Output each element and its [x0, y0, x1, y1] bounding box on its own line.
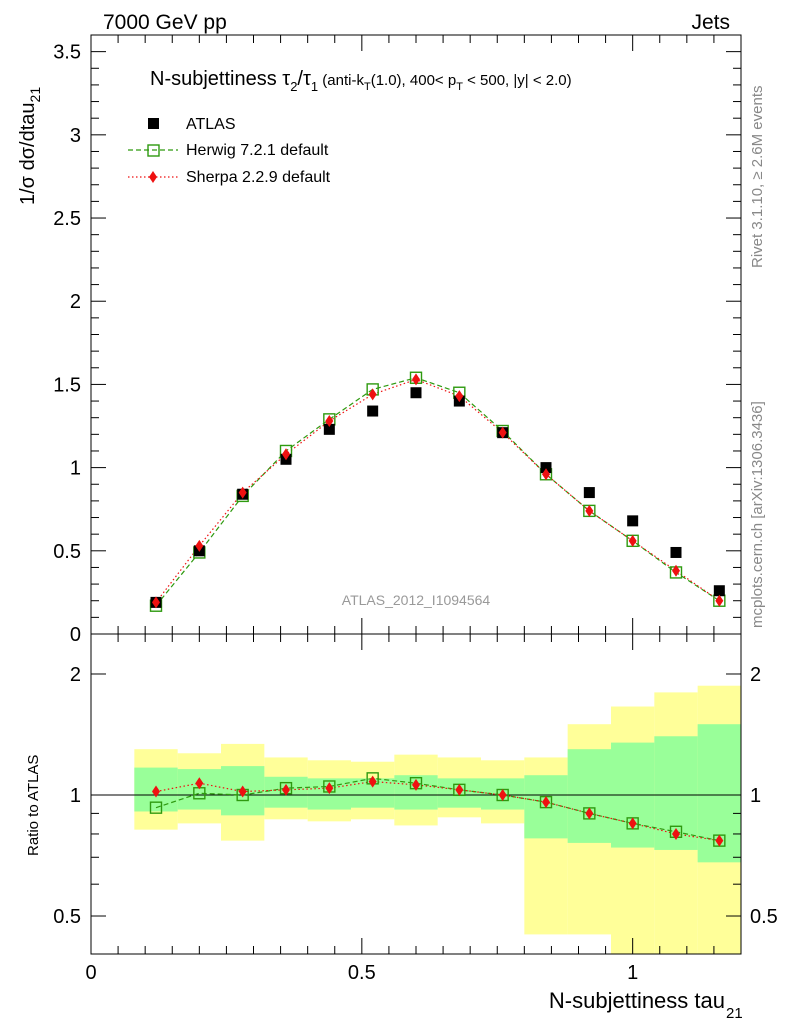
- x-axis-label: N-subjettiness tau: [549, 988, 725, 1013]
- ratio-y-tick-label-right: 1: [750, 785, 761, 807]
- x-tick-label: 1: [627, 962, 638, 984]
- sherpa-ratio-point: [628, 817, 637, 830]
- atlas-point: [670, 546, 682, 558]
- sherpa-ratio-point: [368, 775, 377, 788]
- mcplots-label: mcplots.cern.ch [arXiv:1306.3436]: [749, 401, 766, 628]
- sherpa-ratio-point: [195, 777, 204, 790]
- legend-marker-atlas: [148, 118, 159, 129]
- sherpa-point: [628, 534, 637, 547]
- y-axis-label-main: 1/σ dσ/dtau21: [17, 87, 43, 205]
- sherpa-ratio-point: [325, 782, 334, 795]
- y-tick-label: 0.5: [53, 541, 81, 563]
- y-axis-label-ratio: Ratio to ATLAS: [25, 755, 42, 856]
- x-axis-label-sub: 21: [726, 1005, 743, 1022]
- sherpa-ratio-point: [672, 827, 680, 840]
- sherpa-point: [282, 448, 290, 461]
- sherpa-ratio-point: [412, 778, 420, 791]
- ratio-y-tick-label-right: 0.5: [750, 906, 778, 928]
- y-tick-label: 1.5: [53, 374, 81, 396]
- sherpa-point: [715, 594, 724, 607]
- sherpa-point: [542, 468, 550, 481]
- sherpa-ratio-point: [455, 783, 464, 796]
- band-inner-bin: [177, 769, 221, 810]
- sherpa-point: [195, 539, 204, 552]
- sherpa-point: [455, 390, 464, 403]
- sherpa-point: [672, 564, 680, 577]
- x-tick-label: 0.5: [348, 962, 376, 984]
- header-left: 7000 GeV pp: [103, 11, 227, 34]
- analysis-watermark: ATLAS_2012_I1094564: [342, 592, 491, 608]
- atlas-point: [367, 405, 379, 417]
- atlas-point: [713, 585, 725, 597]
- x-tick-label: 0: [85, 962, 96, 984]
- legend-label-atlas: ATLAS: [186, 116, 236, 133]
- sherpa-ratio-point: [282, 783, 290, 796]
- sherpa-point: [152, 596, 160, 609]
- legend-marker-sherpa: [149, 171, 157, 183]
- plot-title: N-subjettiness τ2/τ1 (anti-kT(1.0), 400<…: [150, 68, 572, 94]
- atlas-point: [540, 462, 552, 474]
- sherpa-ratio-point: [498, 789, 507, 801]
- sherpa-ratio-point: [238, 785, 247, 798]
- ratio-y-tick-label-right: 2: [750, 664, 761, 686]
- y-tick-label: 2.5: [53, 208, 81, 230]
- atlas-point: [323, 423, 335, 435]
- sherpa-line: [155, 378, 720, 603]
- legend: ATLAS Herwig 7.2.1 default Sherpa 2.2.9 …: [128, 116, 331, 186]
- sherpa-ratio-point: [585, 807, 594, 820]
- atlas-point: [583, 487, 595, 499]
- y-tick-label: 0: [70, 624, 81, 646]
- rivet-label: Rivet 3.1.10, ≥ 2.6M events: [749, 86, 766, 269]
- sherpa-ratio-point: [542, 796, 550, 809]
- sherpa-ratio-point: [152, 785, 160, 798]
- sherpa-point: [325, 415, 334, 428]
- y-tick-label: 1: [70, 458, 81, 480]
- sherpa-point: [368, 388, 377, 401]
- atlas-point: [627, 515, 639, 527]
- sherpa-point: [585, 504, 594, 517]
- herwig-ratio-line: [155, 777, 720, 842]
- legend-label-sherpa: Sherpa 2.2.9 default: [186, 169, 331, 186]
- sherpa-point: [238, 486, 247, 499]
- sherpa-ratio-line: [155, 780, 720, 842]
- ratio-y-tick-label: 1: [70, 785, 81, 807]
- herwig-ratio-point: [149, 801, 163, 814]
- band-inner-bin: [567, 749, 611, 843]
- ratio-y-tick-label: 0.5: [53, 906, 81, 928]
- header-right: Jets: [691, 11, 730, 34]
- sherpa-point: [412, 373, 420, 386]
- y-tick-label: 2: [70, 291, 81, 313]
- ratio-y-tick-label: 2: [70, 664, 81, 686]
- atlas-point: [410, 387, 422, 399]
- y-tick-label: 3: [70, 125, 81, 147]
- sherpa-ratio-point: [715, 834, 724, 847]
- legend-label-herwig: Herwig 7.2.1 default: [186, 142, 329, 159]
- legend-marker-herwig: [147, 144, 160, 157]
- y-tick-label: 3.5: [53, 42, 81, 64]
- sherpa-point: [498, 426, 507, 439]
